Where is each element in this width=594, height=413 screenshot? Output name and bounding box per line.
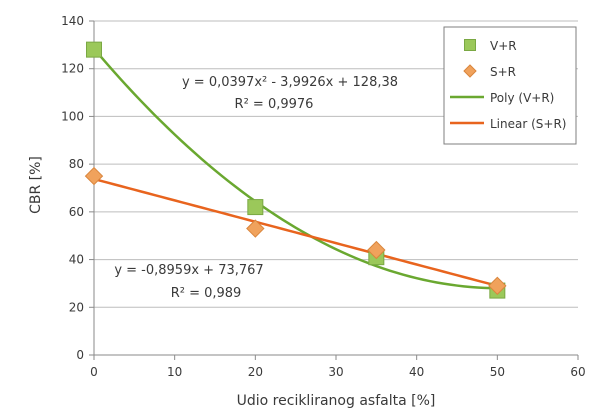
x-tick-label: 10 — [167, 365, 182, 379]
data-point-sr — [367, 240, 386, 260]
legend-label-sr: S+R — [490, 65, 516, 79]
data-point-sr — [246, 219, 265, 238]
y-tick-label: 60 — [69, 205, 84, 219]
x-tick-label: 30 — [328, 365, 343, 379]
data-point-vr — [247, 199, 264, 216]
y-tick-label: 20 — [69, 300, 84, 314]
data-point-vr — [86, 41, 102, 58]
x-tick-label: 0 — [90, 365, 98, 379]
y-tick-label: 140 — [61, 14, 84, 28]
data-point-sr — [84, 166, 104, 186]
x-tick-label: 50 — [490, 365, 505, 379]
y-axis-label: CBR [%] — [28, 156, 44, 214]
data-markers — [84, 41, 507, 299]
poly-r2-label: R² = 0,9976 — [235, 97, 314, 112]
poly-equation-label: y = 0,0397x² - 3,9926x + 128,38 — [182, 75, 398, 90]
legend-symbol-sr — [463, 64, 477, 78]
legend-label-linear: Linear (S+R) — [490, 117, 566, 131]
trendline-linear-sr — [93, 177, 498, 288]
y-tick-label: 120 — [61, 62, 84, 76]
x-tick-label: 20 — [248, 365, 263, 379]
linear-r2-label: R² = 0,989 — [171, 286, 242, 301]
legend: V+R S+R Poly (V+R) Linear (S+R) — [443, 26, 577, 145]
y-tick-label: 80 — [69, 157, 84, 171]
grid-lines — [94, 20, 578, 308]
linear-equation-label: y = -0,8959x + 73,767 — [114, 263, 263, 278]
x-tick-label: 60 — [570, 365, 585, 379]
legend-label-poly: Poly (V+R) — [490, 91, 554, 105]
y-tick-label: 0 — [76, 348, 84, 362]
y-tick-label: 100 — [61, 109, 84, 123]
y-tick-label: 40 — [69, 253, 84, 267]
x-axis-label: Udio recikliranog asfalta [%] — [237, 393, 436, 409]
x-tick-label: 40 — [409, 365, 424, 379]
legend-label-vr: V+R — [490, 39, 517, 53]
axes: 0 20 40 60 80 100 120 140 0 10 20 30 40 50 60 — [61, 14, 586, 379]
legend-box — [443, 26, 577, 145]
trendline-poly-vr — [93, 47, 498, 290]
data-point-sr — [488, 276, 507, 296]
legend-symbol-vr — [464, 39, 476, 51]
trendlines — [93, 47, 498, 290]
